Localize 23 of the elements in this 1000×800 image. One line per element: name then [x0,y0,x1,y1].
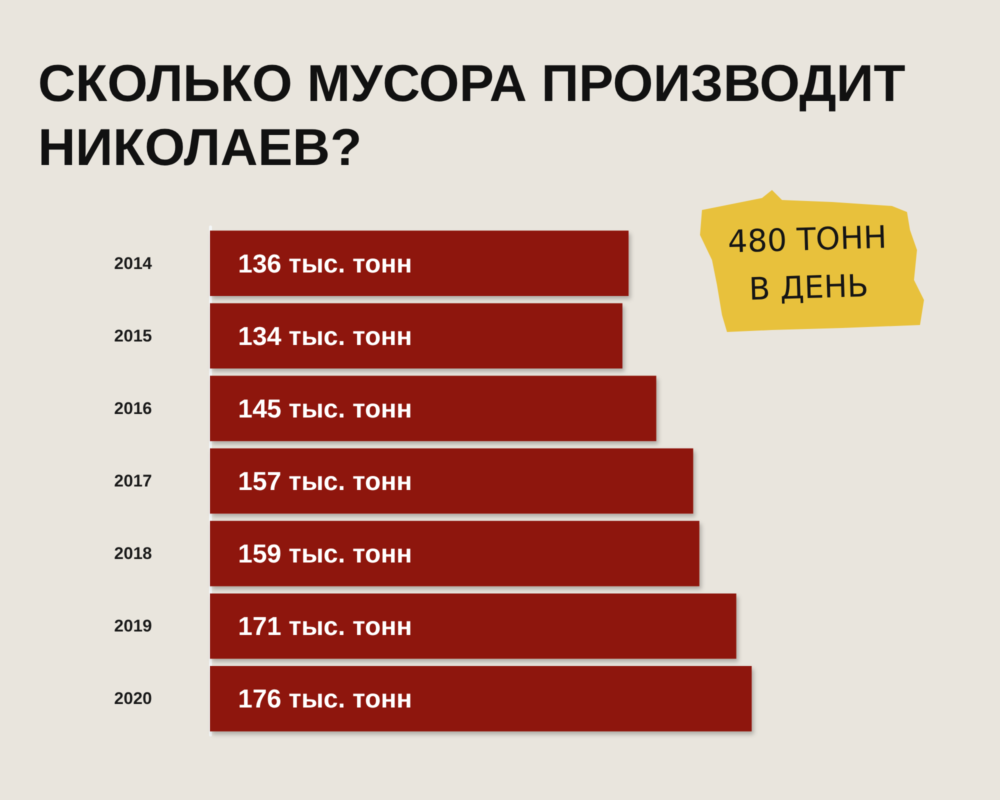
data-label: 145 тыс. тонн [238,393,412,424]
y-tick-label: 2016 [114,398,152,418]
annotation: 480 ТОНН В ДЕНЬ [727,220,888,308]
data-label: 171 тыс. тонн [238,611,412,642]
bar [210,303,622,369]
data-label: 136 тыс. тонн [238,248,412,278]
y-tick-label: 2015 [114,326,152,346]
y-tick-label: 2019 [114,616,152,636]
bar [210,448,694,514]
bar [210,520,700,586]
data-label: 134 тыс. тонн [238,320,412,351]
data-label: 159 тыс. тонн [238,538,412,569]
y-tick-label: 2020 [114,689,152,708]
bar [210,376,656,442]
bar [210,666,752,732]
y-tick-label: 2014 [114,254,153,273]
bar [210,593,736,659]
bar [210,230,629,296]
data-label: 176 тыс. тонн [238,684,412,714]
chart-title: СКОЛЬКО МУСОРА ПРОИЗВОДИТ НИКОЛАЕВ? [38,54,906,179]
y-tick-label: 2018 [114,544,152,564]
data-label: 157 тыс. тонн [238,466,412,496]
y-tick-label: 2017 [114,472,152,490]
